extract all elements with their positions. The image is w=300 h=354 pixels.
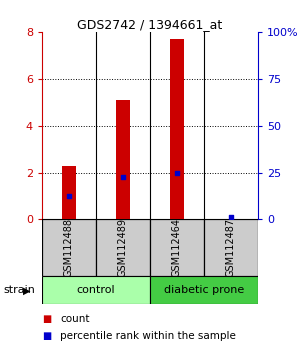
Bar (62, 166, 76, 219)
Text: GSM112489: GSM112489 (118, 218, 128, 277)
Text: count: count (60, 314, 89, 324)
Text: ■: ■ (42, 331, 51, 341)
Text: GSM112487: GSM112487 (226, 218, 236, 278)
Title: GDS2742 / 1394661_at: GDS2742 / 1394661_at (77, 18, 223, 31)
Point (67, 193, 71, 199)
Bar (150, 219, 204, 276)
Bar (42, 276, 150, 304)
Point (229, 214, 233, 219)
Bar (42, 219, 96, 276)
Point (121, 175, 125, 180)
Text: ■: ■ (42, 314, 51, 324)
Text: ▶: ▶ (23, 285, 31, 295)
Point (175, 170, 179, 175)
Text: diabetic prone: diabetic prone (164, 285, 244, 295)
Text: GSM112464: GSM112464 (172, 218, 182, 277)
Bar (116, 100, 130, 219)
Bar (204, 219, 258, 276)
Bar (170, 39, 184, 219)
Text: GSM112488: GSM112488 (64, 218, 74, 277)
Text: strain: strain (3, 285, 35, 295)
Text: percentile rank within the sample: percentile rank within the sample (60, 331, 236, 341)
Bar (96, 219, 150, 276)
Bar (150, 276, 258, 304)
Text: control: control (77, 285, 115, 295)
